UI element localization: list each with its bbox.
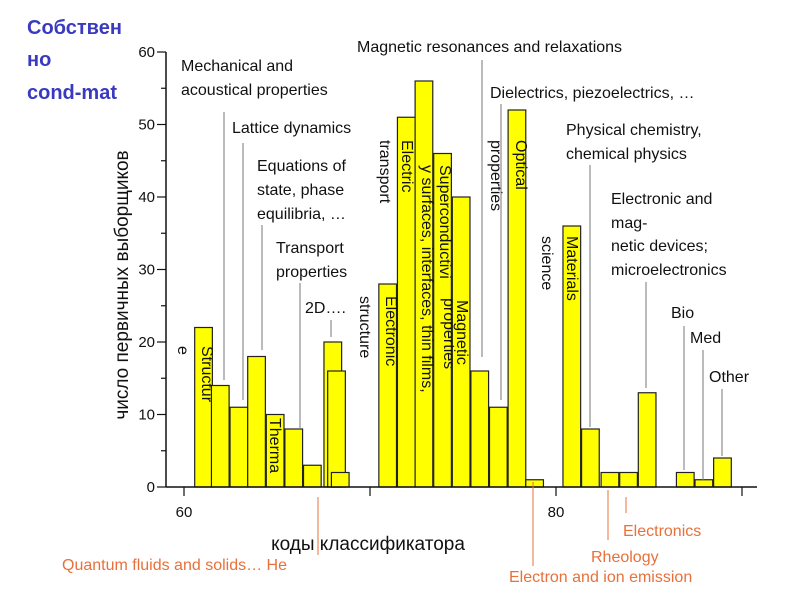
annotation-label: Dielectrics, piezoelectrics, … <box>490 85 695 102</box>
bar <box>488 406 508 488</box>
annotation-label: mag- <box>611 215 647 232</box>
bar <box>637 392 657 488</box>
bar-label: transport <box>376 140 393 204</box>
bar-label: Superconductivi <box>436 165 453 279</box>
y-tick-label: 40 <box>138 189 155 206</box>
bar-label: Electric <box>398 140 415 192</box>
annotation-label: Electronics <box>623 523 701 540</box>
annotation-label: Transport <box>276 240 344 257</box>
bar-label: Therma <box>266 418 283 473</box>
bar <box>470 370 490 488</box>
bar-label: Materials <box>563 236 580 301</box>
bar-label: y surfaces, interfaces, thin films, <box>418 165 435 393</box>
y-tick-label: 10 <box>138 407 155 424</box>
annotation-label: Bio <box>671 305 694 322</box>
annotation-label: Lattice dynamics <box>232 120 351 137</box>
bar <box>580 428 600 488</box>
annotation-label: Quantum fluids and solids… He <box>62 557 287 574</box>
y-tick-label: 0 <box>147 479 155 496</box>
bar <box>302 464 322 488</box>
y-tick-label: 20 <box>138 334 155 351</box>
bar-label: properties <box>487 140 504 211</box>
annotation-label: Med <box>690 330 721 347</box>
annotation-label: Mechanical and <box>181 58 293 75</box>
annotation-label: Physical chemistry, <box>566 122 702 139</box>
bar-label: properties <box>440 298 457 369</box>
annotation-label: chemical physics <box>566 146 687 163</box>
bar-label: Electronic <box>382 296 399 366</box>
x-tick-label: 60 <box>176 504 193 521</box>
annotation-label: Magnetic resonances and relaxations <box>357 39 622 56</box>
bar <box>619 471 638 488</box>
annotations: Mechanical and acoustical properties Lat… <box>62 39 750 586</box>
annotation-label: acoustical properties <box>181 82 328 99</box>
x-tick-label: 80 <box>548 504 565 521</box>
slide-title: Собствен но cond-mat <box>27 17 122 104</box>
y-tick-label: 60 <box>138 44 155 61</box>
annotation-label: Other <box>709 369 750 386</box>
title-line: cond-mat <box>27 82 117 104</box>
bar-label: Structur <box>198 346 215 403</box>
y-axis-label: число первичных выборщиков <box>112 150 133 419</box>
bar <box>229 406 249 488</box>
annotation-label: equilibria, … <box>257 206 346 223</box>
bar-label: Magnetic <box>453 300 470 365</box>
annotation-label: state, phase <box>257 182 344 199</box>
bar <box>327 370 346 488</box>
bar <box>713 457 732 488</box>
axes: 0 10 20 30 40 50 60 60 80 <box>138 44 757 521</box>
bar-label: e <box>174 346 191 355</box>
annotation-label: Electronic and <box>611 191 712 208</box>
bar <box>330 471 350 488</box>
y-tick-label: 50 <box>138 117 155 134</box>
bar-label: structure <box>356 296 373 358</box>
bar <box>284 428 304 488</box>
bar <box>247 355 266 488</box>
title-line: Собствен <box>27 17 122 39</box>
annotation-label: Equations of <box>257 158 347 175</box>
annotation-label: microelectronics <box>611 262 727 279</box>
annotation-label: Rheology <box>591 549 659 566</box>
bar <box>675 471 695 488</box>
x-axis-label: коды классификатора <box>271 534 465 555</box>
annotation-label: Electron and ion emission <box>509 569 692 586</box>
annotation-label: properties <box>276 264 347 281</box>
annotation-label: 2D…. <box>305 300 346 317</box>
bar <box>525 479 545 488</box>
title-line: но <box>27 49 51 71</box>
bar <box>694 479 714 488</box>
bar-label: science <box>538 236 555 290</box>
bar-labels: Structur e Therma transport Electric Ele… <box>174 140 580 473</box>
y-tick-label: 30 <box>138 262 155 279</box>
bar-label: Optical <box>512 140 529 190</box>
bar <box>600 471 620 488</box>
annotation-label: netic devices; <box>611 238 708 255</box>
